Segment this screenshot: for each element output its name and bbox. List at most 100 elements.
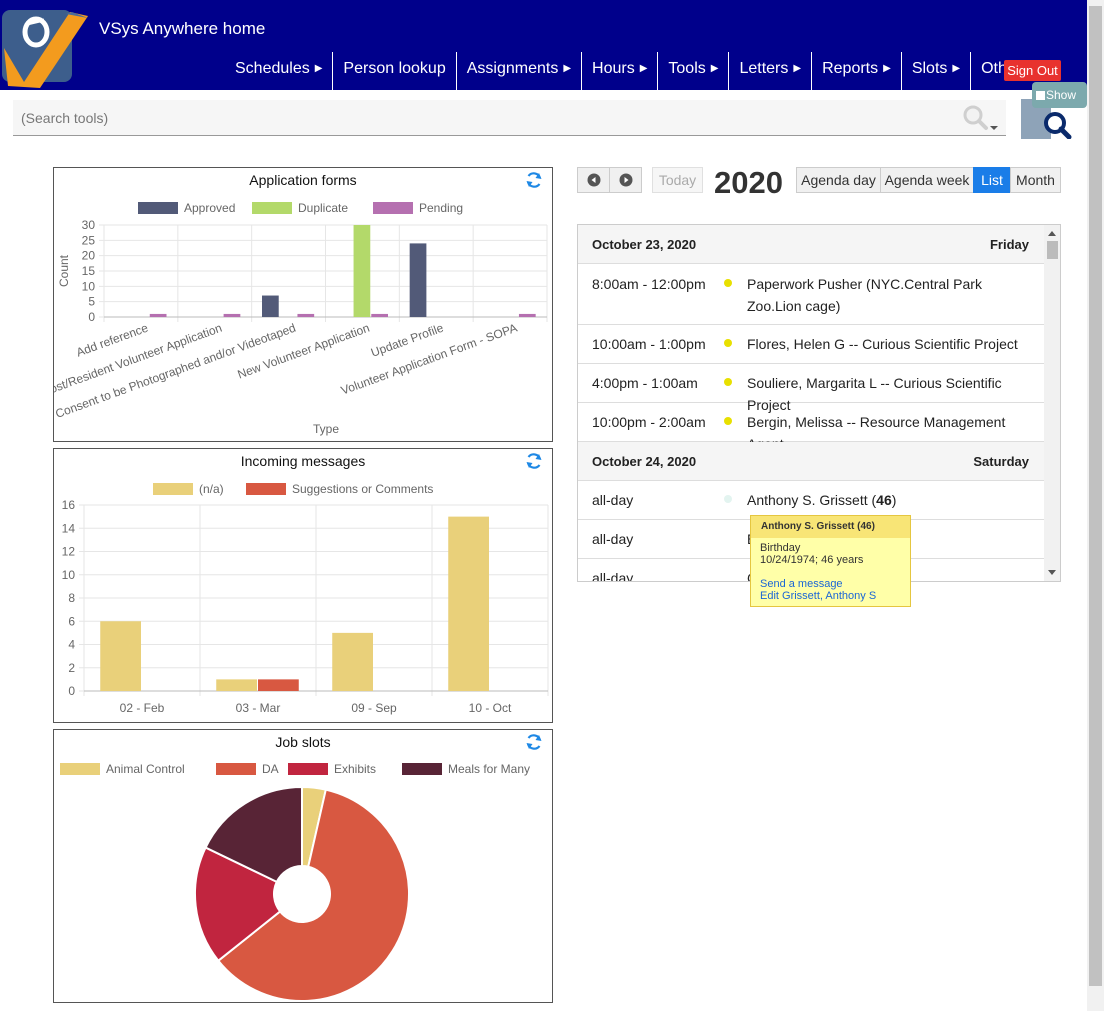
x-tick-label: 10 - Oct (469, 701, 512, 715)
x-tick-label: 09 - Sep (351, 701, 397, 715)
nav-label: Schedules (235, 60, 310, 77)
app-title[interactable]: VSys Anywhere home (99, 19, 266, 38)
view-month-button[interactable]: Month (1010, 167, 1061, 193)
nav-slots[interactable]: Slots ▶ (900, 52, 970, 90)
y-tick-label: 0 (88, 310, 95, 324)
pie-slice (216, 788, 410, 1002)
event-row[interactable]: 8:00am - 12:00pm Paperwork Pusher (NYC.C… (578, 264, 1045, 325)
y-tick-label: 14 (62, 521, 76, 535)
event-dot-icon (724, 378, 732, 386)
view-agenda-week-button[interactable]: Agenda week (880, 167, 974, 193)
legend-swatch (216, 763, 256, 775)
event-row[interactable]: 4:00pm - 1:00am Souliere, Margarita L --… (578, 364, 1045, 413)
legend-label: Meals for Many (448, 762, 530, 776)
event-time: all-day (592, 531, 634, 547)
event-row[interactable]: 10:00am - 1:00pm Flores, Helen G -- Curi… (578, 325, 1045, 364)
search-button-icon[interactable] (1021, 99, 1073, 139)
nav-hours[interactable]: Hours ▶ (581, 52, 657, 90)
tooltip-title: Anthony S. Grissett (46) (751, 516, 910, 538)
y-tick-label: 10 (82, 279, 96, 293)
day-weekday: Friday (989, 237, 1029, 252)
event-title[interactable]: Flores, Helen G -- Curious Scientific Pr… (747, 336, 1018, 352)
y-tick-label: 15 (82, 264, 96, 278)
nav-label: Slots (911, 60, 948, 77)
search-dropdown-icon[interactable] (958, 102, 1002, 134)
show-label: Show (1046, 88, 1077, 102)
tooltip-details: 10/24/1974; 46 years (760, 554, 864, 566)
y-tick-label: 0 (68, 684, 75, 698)
panel-title: Job slots (275, 734, 331, 750)
y-tick-label: 2 (68, 661, 75, 675)
nav-schedules[interactable]: Schedules ▶ (225, 52, 332, 90)
tooltip-event-type: Birthday (760, 542, 801, 554)
legend-swatch (60, 763, 100, 775)
view-list-button[interactable]: List (973, 167, 1011, 193)
send-message-link[interactable]: Send a message (760, 578, 843, 590)
legend-swatch (153, 483, 193, 495)
scrollbar-thumb[interactable] (1089, 6, 1102, 986)
pie-slice (204, 785, 303, 884)
event-title[interactable]: Anthony S. Grissett (46) (747, 492, 897, 508)
vsys-logo[interactable] (0, 8, 92, 88)
edit-person-link[interactable]: Edit Grissett, Anthony S (760, 590, 877, 602)
bar (100, 621, 141, 691)
day-weekday: Saturday (973, 454, 1029, 469)
panel-title: Incoming messages (240, 453, 366, 469)
day-date: October 24, 2020 (592, 454, 697, 469)
page-scrollbar[interactable] (1087, 0, 1104, 1011)
calendar-today-button[interactable]: Today (652, 167, 703, 193)
calendar-prev-button[interactable] (577, 167, 610, 193)
y-tick-label: 8 (68, 591, 75, 605)
incoming-messages-chart: (n/a) Suggestions or Comments 0 2 4 6 8 10 12 14 1… (62, 482, 549, 715)
legend-swatch (246, 483, 286, 495)
calendar-year: 2020 (714, 165, 783, 200)
event-dot-icon (724, 339, 732, 347)
event-time: 10:00am - 1:00pm (592, 336, 706, 352)
bar (149, 313, 167, 317)
x-axis-title: Type (313, 422, 339, 436)
bar (371, 313, 388, 317)
bar (353, 225, 371, 317)
refresh-icon[interactable] (525, 171, 543, 189)
event-title[interactable]: Souliere, Margarita L -- Curious Scienti… (747, 375, 1002, 413)
event-dot-icon (724, 495, 732, 503)
y-tick-label: 4 (68, 638, 75, 652)
nav-tools[interactable]: Tools ▶ (657, 52, 728, 90)
legend-swatch (138, 202, 178, 214)
pie-slice (194, 846, 282, 963)
top-header: VSys Anywhere home Schedules ▶ Person loo… (0, 0, 1087, 90)
calendar-next-button[interactable] (609, 167, 642, 193)
day-header: October 23, 2020 Friday (578, 225, 1045, 264)
event-dot-icon (724, 417, 732, 425)
y-tick-label: 6 (68, 614, 75, 628)
bar (332, 632, 373, 691)
nav-reports[interactable]: Reports ▶ (811, 52, 901, 90)
legend-swatch (252, 202, 292, 214)
checkbox-icon[interactable] (1036, 91, 1045, 100)
y-tick-label: 5 (88, 295, 95, 309)
sign-out-button[interactable]: Sign Out (1004, 60, 1061, 81)
caret-right-icon: ▶ (639, 63, 648, 74)
nav-label: Hours (592, 60, 635, 77)
legend-label: DA (262, 762, 279, 776)
agenda-scrollbar[interactable] (1044, 225, 1060, 581)
view-agenda-day-button[interactable]: Agenda day (796, 167, 881, 193)
legend-label: (n/a) (199, 482, 224, 496)
event-title[interactable]: Paperwork Pusher (NYC.Central Park Zoo.L… (747, 276, 982, 314)
search-tools-input[interactable] (13, 100, 1006, 136)
show-toggle[interactable]: Show (1032, 82, 1087, 108)
refresh-icon[interactable] (525, 733, 543, 751)
caret-right-icon: ▶ (563, 63, 572, 74)
x-tick-label: New Volunteer Application (236, 321, 372, 382)
event-row[interactable]: 10:00pm - 2:00am Bergin, Melissa -- Reso… (578, 403, 1045, 452)
refresh-icon[interactable] (525, 452, 543, 470)
legend-swatch (373, 202, 413, 214)
day-date: October 23, 2020 (592, 237, 697, 252)
nav-assignments[interactable]: Assignments ▶ (455, 52, 581, 90)
bar (262, 295, 279, 317)
bar (409, 243, 427, 317)
scrollbar-thumb[interactable] (1047, 241, 1058, 259)
nav-person-lookup[interactable]: Person lookup (332, 52, 455, 90)
chevron-right-icon (619, 173, 632, 187)
nav-letters[interactable]: Letters ▶ (728, 52, 811, 90)
